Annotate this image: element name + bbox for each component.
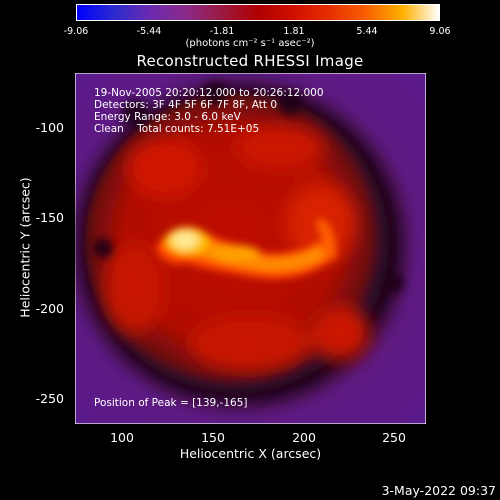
x-tick: 150 [201, 430, 225, 445]
x-tick: 200 [292, 430, 316, 445]
x-tick: 250 [382, 430, 406, 445]
x-tick: 100 [110, 430, 134, 445]
y-tick: -200 [35, 301, 64, 316]
detectors-info: Detectors: 3F 4F 5F 6F 7F 8F, Att 0 [94, 99, 278, 111]
x-axis-label: Heliocentric X (arcsec) [179, 446, 322, 461]
plot-title: Reconstructed RHESSI Image [136, 52, 364, 70]
colorbar-tick: -5.44 [136, 26, 162, 37]
timestamp: 3-May-2022 09:37 [381, 483, 496, 498]
colorbar [76, 4, 440, 21]
colorbar-tick: 9.06 [429, 26, 451, 37]
solar-image [75, 73, 426, 424]
colorbar-tick: -9.06 [63, 26, 89, 37]
colorbar-tick: 5.44 [356, 26, 378, 37]
y-tick: -250 [35, 391, 64, 406]
colorbar-tick: -1.81 [209, 26, 235, 37]
colorbar-tick: 1.81 [283, 26, 305, 37]
y-axis-label: Heliocentric Y (arcsec) [17, 177, 33, 318]
clean-counts: Clean Total counts: 7.51E+05 [94, 123, 260, 135]
y-tick: -100 [35, 120, 64, 135]
energy-range: Energy Range: 3.0 - 6.0 keV [94, 111, 241, 123]
y-tick: -150 [35, 210, 64, 225]
peak-position: Position of Peak = [139,-165] [94, 397, 248, 409]
time-range: 19-Nov-2005 20:20:12.000 to 20:26:12.000 [94, 87, 324, 99]
colorbar-unit: (photons cm⁻² s⁻¹ asec⁻²) [185, 38, 315, 49]
